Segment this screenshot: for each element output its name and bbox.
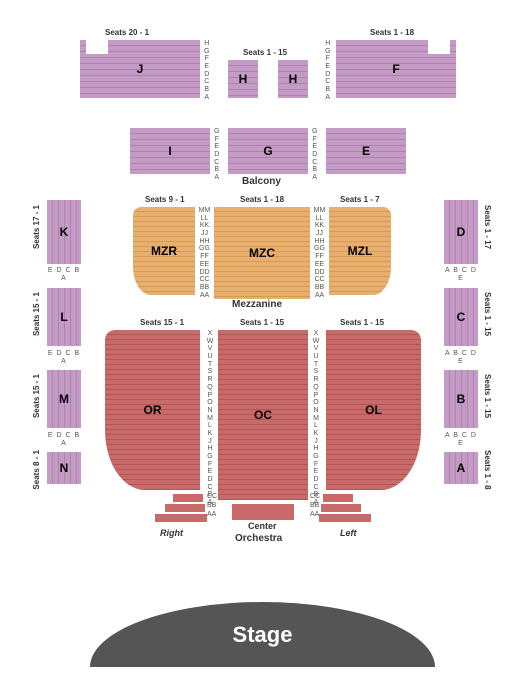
balc-D-range: Seats 1 - 17 [483,205,492,249]
balc-left-cols-2: E D C B A [47,350,81,365]
balc-B-range: Seats 1 - 15 [483,374,492,418]
balc-C-range: Seats 1 - 15 [483,292,492,336]
section-BB-right[interactable] [321,504,361,512]
balc-K-range: Seats 17 - 1 [32,205,41,249]
section-H-left[interactable]: H [228,60,258,98]
section-BBAA-center[interactable] [232,504,294,520]
mezz-range-right: Seats 1 - 7 [340,195,380,204]
section-OL[interactable]: OL [326,330,421,490]
orch-range-right: Seats 1 - 15 [340,318,384,327]
section-C[interactable]: C [444,288,478,346]
section-MZL[interactable]: MZL [329,207,391,295]
orch-front-aa-l: AA [207,511,216,519]
section-E[interactable]: E [326,128,406,174]
orchestra-label: Orchestra [235,533,282,544]
orchestra-left-label: Left [340,528,357,538]
balc-left-cols-3: E D C B A [47,432,81,447]
balc-range-tc: Seats 1 - 15 [243,48,287,57]
orchestra-right-label: Right [160,528,183,538]
section-AA-left[interactable] [155,514,207,522]
orch-range-center: Seats 1 - 15 [240,318,284,327]
seating-chart: Stage Orchestra Center Right Left OR OC … [0,0,525,677]
orch-front-aa-r: AA [310,511,319,519]
orch-rows-left: XWVUTSRQPONMLKJHGFEDCBA [204,330,216,507]
orch-rows-right: XWVUTSRQPONMLKJHGFEDCBA [310,330,322,507]
balc-left-cols-1: E D C B A [47,267,81,282]
balc-right-cols-2: A B C D E [444,350,478,365]
mezz-rows-right: MMLLKKJJHHGGFFEEDDCCBBAA [312,207,327,299]
section-A[interactable]: A [444,452,478,484]
stage: Stage [90,602,435,667]
section-H-right[interactable]: H [278,60,308,98]
balc-M-range: Seats 15 - 1 [32,374,41,418]
section-M[interactable]: M [47,370,81,428]
balc-right-cols-3: A B C D E [444,432,478,447]
balc-top-rows-l: HGFEDCBA [204,40,209,102]
orch-range-left: Seats 15 - 1 [140,318,184,327]
section-AA-right[interactable] [319,514,371,522]
section-G[interactable]: G [228,128,308,174]
balc-mid-rows-r: GFEDCBA [312,128,317,182]
section-B[interactable]: B [444,370,478,428]
section-CC-left[interactable] [173,494,203,502]
balc-right-cols-1: A B C D E [444,267,478,282]
balc-mid-rows-l: GFEDCBA [214,128,219,182]
section-K[interactable]: K [47,200,81,264]
balc-A-range: Seats 1 - 8 [483,450,492,490]
section-MZR[interactable]: MZR [133,207,195,295]
mezzanine-label: Mezzanine [232,299,282,310]
section-CC-right[interactable] [323,494,353,502]
balc-range-tr: Seats 1 - 18 [370,28,414,37]
balc-range-tl: Seats 20 - 1 [105,28,149,37]
section-BB-left[interactable] [165,504,205,512]
balcony-label: Balcony [242,176,281,187]
balc-N-range: Seats 8 - 1 [32,450,41,490]
mezz-rows-left: MMLLKKJJHHGGFFEEDDCCBBAA [197,207,212,299]
section-D[interactable]: D [444,200,478,264]
mezz-range-center: Seats 1 - 18 [240,195,284,204]
section-MZC[interactable]: MZC [214,207,310,299]
section-N[interactable]: N [47,452,81,484]
orchestra-center-label: Center [248,521,277,531]
section-I[interactable]: I [130,128,210,174]
balc-top-rows-r: HGFEDCBA [325,40,330,102]
mezz-range-left: Seats 9 - 1 [145,195,185,204]
section-OR[interactable]: OR [105,330,200,490]
section-OC[interactable]: OC [218,330,308,500]
section-L[interactable]: L [47,288,81,346]
balc-L-range: Seats 15 - 1 [32,292,41,336]
